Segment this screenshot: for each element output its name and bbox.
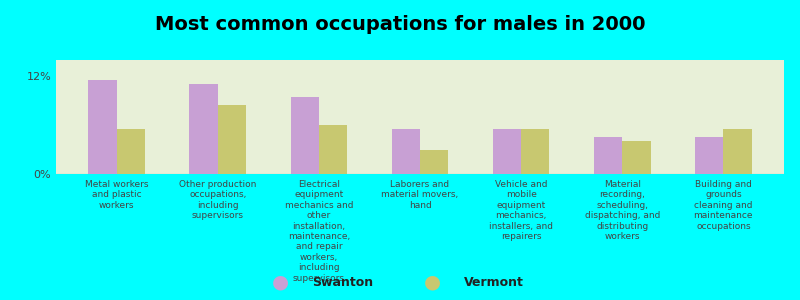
- Bar: [493, 129, 521, 174]
- Bar: [392, 129, 420, 174]
- Text: Vehicle and
mobile
equipment
mechanics,
installers, and
repairers: Vehicle and mobile equipment mechanics, …: [489, 180, 553, 241]
- Bar: [695, 137, 723, 174]
- Bar: [190, 84, 218, 174]
- Bar: [319, 125, 347, 174]
- Text: Material
recording,
scheduling,
dispatching, and
distributing
workers: Material recording, scheduling, dispatch…: [585, 180, 660, 241]
- Bar: [117, 129, 145, 174]
- Bar: [521, 129, 550, 174]
- Bar: [290, 97, 319, 174]
- Text: ●: ●: [423, 272, 441, 292]
- Text: Vermont: Vermont: [464, 275, 524, 289]
- Bar: [622, 141, 650, 174]
- Text: Building and
grounds
cleaning and
maintenance
occupations: Building and grounds cleaning and mainte…: [694, 180, 753, 231]
- Text: ●: ●: [271, 272, 289, 292]
- Bar: [88, 80, 117, 174]
- Bar: [594, 137, 622, 174]
- Text: Metal workers
and plastic
workers: Metal workers and plastic workers: [85, 180, 149, 210]
- Bar: [420, 150, 448, 174]
- Text: Laborers and
material movers,
hand: Laborers and material movers, hand: [382, 180, 458, 210]
- Text: Most common occupations for males in 2000: Most common occupations for males in 200…: [154, 15, 646, 34]
- Bar: [218, 105, 246, 174]
- Text: Other production
occupations,
including
supervisors: Other production occupations, including …: [179, 180, 257, 220]
- Text: Electrical
equipment
mechanics and
other
installation,
maintenance,
and repair
w: Electrical equipment mechanics and other…: [285, 180, 353, 283]
- Bar: [723, 129, 752, 174]
- Text: Swanton: Swanton: [312, 275, 373, 289]
